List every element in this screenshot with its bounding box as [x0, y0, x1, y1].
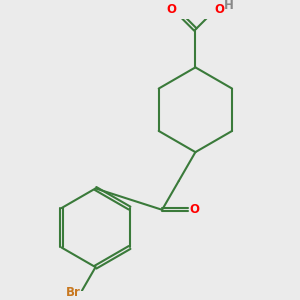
Text: O: O	[214, 3, 224, 16]
Text: O: O	[166, 3, 176, 16]
Text: Br: Br	[66, 286, 81, 299]
Text: O: O	[190, 203, 200, 216]
Text: H: H	[224, 0, 234, 12]
